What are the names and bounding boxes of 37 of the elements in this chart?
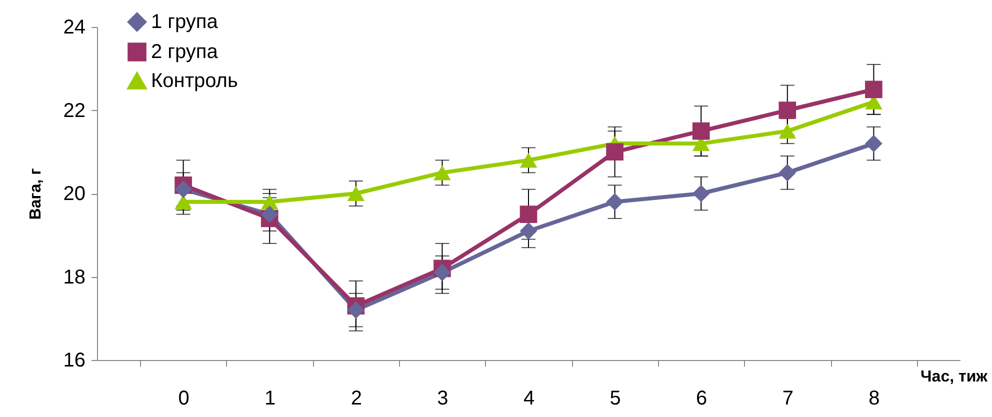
point (865, 80, 882, 98)
point (347, 186, 365, 201)
y-tick-label: 20 (63, 183, 86, 205)
point (778, 164, 796, 182)
x-tick-label: 0 (178, 388, 190, 410)
point (260, 206, 278, 223)
legend-label: 2 група (151, 41, 219, 63)
point (520, 222, 538, 240)
y-tick-label: 16 (63, 350, 86, 372)
point (347, 301, 365, 319)
point (692, 184, 710, 202)
point (174, 180, 192, 198)
x-axis-title: Час, тиж (920, 368, 988, 386)
point (606, 193, 624, 210)
y-tick-label: 18 (63, 266, 86, 288)
point (778, 102, 796, 119)
point (692, 122, 710, 140)
point (606, 143, 624, 161)
point (520, 206, 538, 223)
x-tick-label: 1 (264, 388, 276, 410)
x-tick-label: 7 (782, 388, 794, 410)
point (434, 165, 451, 180)
x-tick-label: 6 (696, 388, 708, 410)
x-tick-label: 2 (350, 388, 362, 410)
y-axis-title: Вага, г (27, 168, 44, 220)
x-tick-label: 8 (868, 388, 880, 410)
legend-label: 1 група (151, 11, 219, 33)
point (865, 134, 882, 152)
y-tick-label: 24 (63, 16, 86, 38)
x-tick-label: 4 (523, 388, 535, 410)
y-tick-label: 22 (63, 100, 86, 122)
legend-label: Контроль (151, 70, 238, 92)
point (778, 124, 796, 139)
point (434, 264, 451, 282)
x-tick-label: 3 (437, 388, 448, 410)
x-tick-label: 5 (610, 388, 621, 410)
point (520, 152, 538, 168)
